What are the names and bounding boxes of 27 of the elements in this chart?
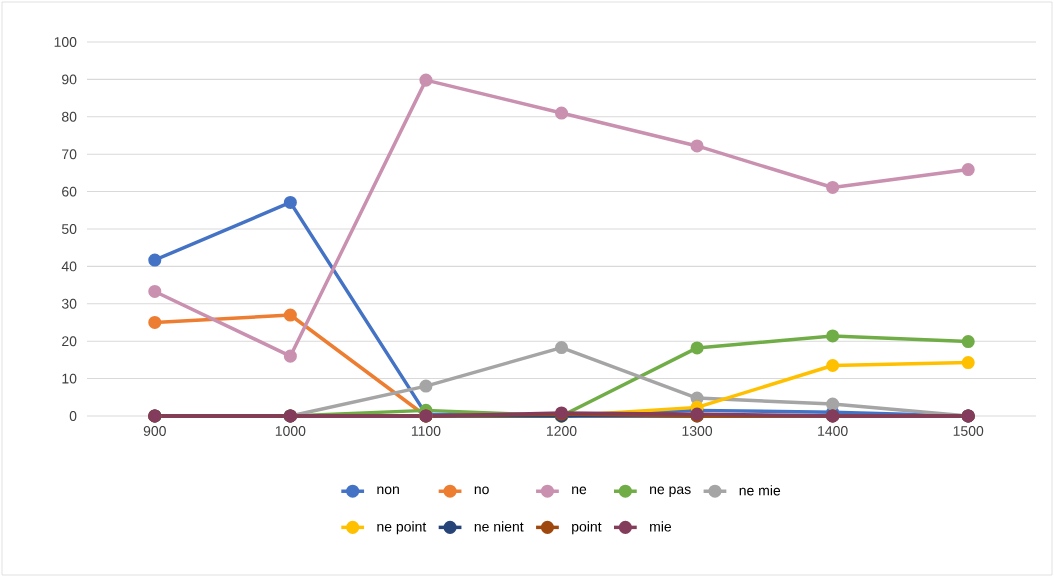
x-tick-label: 900 <box>143 426 166 436</box>
x-tick-label: 1300 <box>682 426 713 436</box>
legend-label: non <box>377 486 399 495</box>
y-tick-label: 60 <box>62 186 77 197</box>
y-tick-label: 20 <box>62 336 77 347</box>
legend-label: mie <box>650 521 672 532</box>
x-tick-label: 1200 <box>547 426 577 436</box>
legend-label: no <box>474 486 489 495</box>
legend-label: ne nient <box>474 521 524 532</box>
y-tick-label: 70 <box>62 149 77 160</box>
y-tick-label: 90 <box>62 74 77 85</box>
y-tick-label: 80 <box>62 111 77 122</box>
legend-label: ne pas <box>650 486 691 497</box>
x-tick-label: 1100 <box>411 426 441 436</box>
y-tick-label: 30 <box>61 298 77 309</box>
x-tick-label: 1400 <box>818 426 848 436</box>
legend-label: ne point <box>377 521 427 535</box>
y-tick-label: 10 <box>62 373 77 384</box>
y-tick-label: 40 <box>61 261 77 272</box>
x-tick-label: 1500 <box>953 426 984 436</box>
y-tick-label: 0 <box>69 411 77 421</box>
legend-label: ne mie <box>739 485 781 496</box>
legend-label: ne <box>572 486 587 495</box>
legend-label: point <box>572 521 602 535</box>
y-tick-label: 50 <box>61 224 77 234</box>
x-tick-label: 1000 <box>275 426 306 436</box>
y-tick-label: 100 <box>54 37 77 47</box>
